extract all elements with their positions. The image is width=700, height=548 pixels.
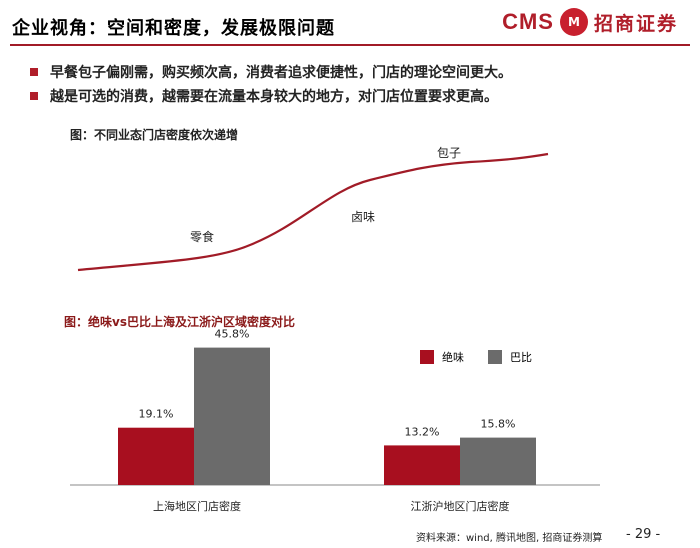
curve-label-snack: 零食 <box>190 230 215 244</box>
legend-swatch <box>488 350 502 364</box>
bar-babi-0 <box>194 347 270 485</box>
data-label: 13.2% <box>405 425 440 438</box>
data-label: 45.8% <box>215 328 250 341</box>
category-label: 上海地区门店密度 <box>153 499 241 513</box>
chart-legend: 绝味 巴比 <box>420 349 556 365</box>
legend-item: 巴比 <box>488 349 532 365</box>
chart-title: 图：绝味vs巴比上海及江浙沪区域密度对比 <box>64 315 295 329</box>
bullet-square-icon <box>30 68 38 76</box>
category-label: 江浙沪地区门店密度 <box>411 499 510 513</box>
figure1-title: 图：不同业态门店密度依次递增 <box>70 128 239 142</box>
page-title: 企业视角：空间和密度，发展极限问题 <box>12 18 335 39</box>
bullet-text: 早餐包子偏刚需，购买频次高，消费者追求便捷性，门店的理论空间更大。 <box>50 65 512 81</box>
bullet-text: 越是可选的消费，越需要在流量本身较大的地方，对门店位置要求更高。 <box>50 89 498 105</box>
logo-name: 招商证券 <box>593 12 678 35</box>
bullet-item: 早餐包子偏刚需，购买频次高，消费者追求便捷性，门店的理论空间更大。 <box>30 60 512 84</box>
legend-swatch <box>420 350 434 364</box>
legend-label: 巴比 <box>510 351 532 364</box>
data-label: 19.1% <box>139 408 174 421</box>
density-curve <box>77 152 549 272</box>
bar-juewei-0 <box>118 427 194 485</box>
bullet-item: 越是可选的消费，越需要在流量本身较大的地方，对门店位置要求更高。 <box>30 84 512 108</box>
logo-badge-icon: M <box>559 8 588 36</box>
curve-label-bun: 包子 <box>437 146 462 160</box>
logo-mark: CMS <box>502 9 554 34</box>
brand-logo: CMS M 招商证券 <box>502 8 678 36</box>
bar-babi-1 <box>460 437 536 485</box>
legend-item: 绝味 <box>420 349 464 365</box>
legend-label: 绝味 <box>442 351 464 364</box>
footer-source: 资料来源：wind, 腾讯地图, 招商证券测算 <box>416 533 603 544</box>
curve-label-braised: 卤味 <box>351 210 376 224</box>
bullet-square-icon <box>30 92 38 100</box>
header-divider <box>10 44 690 46</box>
page-number: - 29 - <box>626 527 661 542</box>
data-label: 15.8% <box>481 418 516 431</box>
bullet-list: 早餐包子偏刚需，购买频次高，消费者追求便捷性，门店的理论空间更大。 越是可选的消… <box>30 60 512 108</box>
bar-juewei-1 <box>384 445 460 485</box>
